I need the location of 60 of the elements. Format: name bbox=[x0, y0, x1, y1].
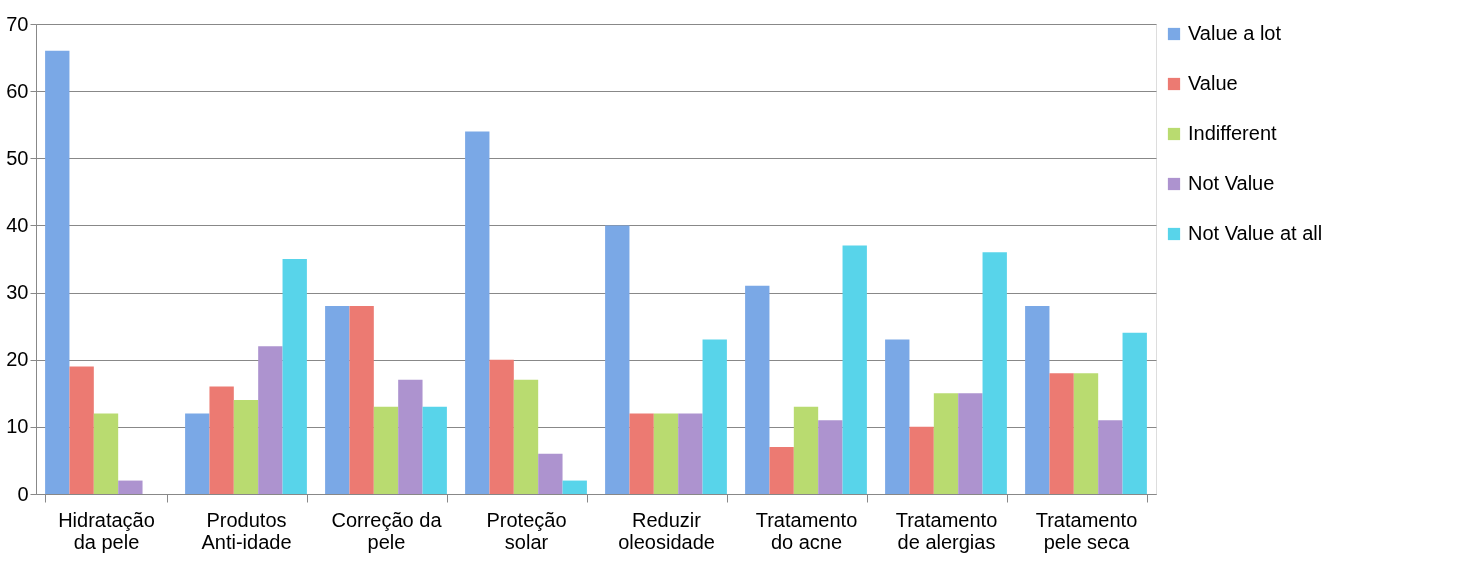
bar bbox=[885, 339, 910, 494]
y-tick-label: 0 bbox=[17, 482, 29, 505]
bar bbox=[818, 420, 843, 494]
bar bbox=[842, 245, 867, 494]
bar bbox=[1073, 373, 1099, 494]
bar bbox=[489, 359, 514, 494]
bar bbox=[1098, 420, 1123, 494]
bar bbox=[69, 366, 94, 494]
bar bbox=[562, 480, 587, 494]
bar bbox=[465, 131, 490, 494]
bar bbox=[513, 379, 539, 494]
bar bbox=[769, 447, 794, 494]
bar bbox=[909, 426, 934, 494]
x-tick-label: Produtos Anti-idade bbox=[201, 508, 292, 553]
bar bbox=[422, 406, 447, 494]
legend-label: Not Value at all bbox=[1188, 222, 1323, 244]
bar bbox=[209, 386, 234, 494]
bar bbox=[325, 306, 350, 494]
y-tick-label: 10 bbox=[6, 415, 29, 438]
x-tick-label: Correção da pele bbox=[331, 508, 443, 553]
bar bbox=[258, 346, 283, 494]
bar bbox=[538, 453, 563, 494]
legend-label: Indifferent bbox=[1188, 122, 1278, 144]
legend-label: Value bbox=[1188, 72, 1238, 94]
legend-label: Value a lot bbox=[1188, 22, 1282, 44]
bar bbox=[678, 413, 703, 494]
bar bbox=[1049, 373, 1074, 494]
x-tick-label: Proteção solar bbox=[486, 508, 567, 553]
x-tick-label: Tratamento de alergias bbox=[895, 508, 998, 553]
x-tick-label: Hidratação da pele bbox=[58, 508, 155, 553]
y-tick-label: 40 bbox=[6, 213, 29, 236]
bar bbox=[45, 50, 70, 494]
bar bbox=[349, 306, 374, 494]
bar bbox=[93, 413, 119, 494]
bar bbox=[282, 259, 307, 494]
bar bbox=[233, 400, 259, 494]
y-tick-label: 20 bbox=[6, 348, 29, 371]
bar bbox=[653, 413, 679, 494]
y-tick-label: 50 bbox=[6, 146, 29, 169]
bar bbox=[958, 393, 983, 494]
bar bbox=[1025, 306, 1050, 494]
bar bbox=[933, 393, 959, 494]
bar bbox=[629, 413, 654, 494]
bar bbox=[1122, 332, 1147, 494]
y-tick-label: 30 bbox=[6, 281, 29, 304]
bar bbox=[398, 379, 423, 494]
x-tick-label: Tratamento do acne bbox=[755, 508, 858, 553]
y-tick-label: 70 bbox=[6, 12, 29, 35]
bar bbox=[373, 406, 399, 494]
bar bbox=[745, 285, 770, 494]
y-tick-label: 60 bbox=[6, 79, 29, 102]
bar bbox=[982, 252, 1007, 494]
bar bbox=[185, 413, 210, 494]
bar bbox=[793, 406, 819, 494]
bar bbox=[702, 339, 727, 494]
x-tick-label: Reduzir oleosidade bbox=[618, 508, 715, 553]
x-tick-label: Tratamento pele seca bbox=[1035, 508, 1138, 553]
legend-label: Not Value bbox=[1188, 172, 1275, 194]
bar bbox=[605, 225, 630, 494]
bar bbox=[118, 480, 143, 494]
